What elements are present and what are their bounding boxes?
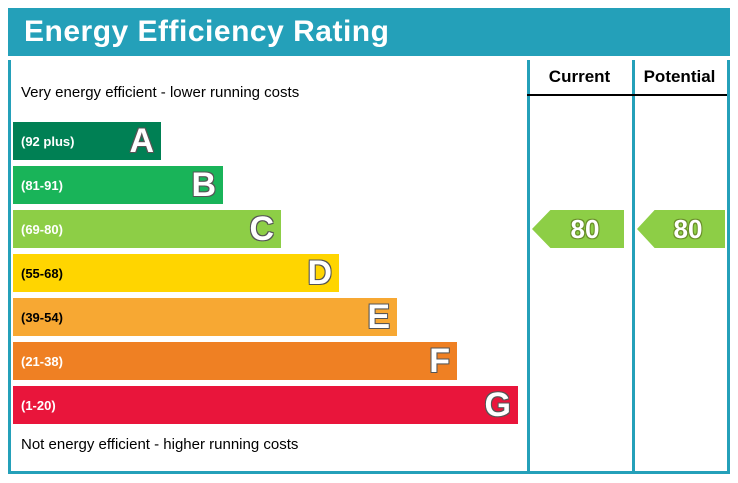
potential-rating-arrow: 80 — [637, 210, 725, 248]
band-b-bar: (81-91) B — [13, 166, 223, 204]
potential-column-divider — [632, 60, 635, 471]
chart-title-bar: Energy Efficiency Rating — [8, 8, 730, 56]
chart-body: Current Potential Very energy efficient … — [8, 60, 730, 474]
band-d-letter: D — [307, 254, 332, 292]
band-g-letter: G — [484, 386, 511, 424]
band-a-bar: (92 plus) A — [13, 122, 161, 160]
chart-title: Energy Efficiency Rating — [24, 15, 390, 48]
band-f-bar: (21-38) F — [13, 342, 457, 380]
current-column-divider — [527, 60, 530, 471]
band-c-range: (69-80) — [21, 221, 63, 237]
band-f-range: (21-38) — [21, 353, 63, 369]
band-e-letter: E — [367, 298, 390, 336]
band-g-bar: (1-20) G — [13, 386, 518, 424]
band-a-letter: A — [129, 122, 154, 160]
column-headers: Current Potential — [527, 60, 727, 96]
band-a-range: (92 plus) — [21, 133, 75, 149]
potential-rating-value: 80 — [673, 213, 703, 244]
band-f-letter: F — [429, 342, 450, 380]
top-note: Very energy efficient - lower running co… — [21, 84, 300, 101]
band-e-bar: (39-54) E — [13, 298, 397, 336]
potential-column-header: Potential — [643, 67, 716, 86]
current-column-header: Current — [548, 67, 611, 86]
band-e-range: (39-54) — [21, 309, 63, 325]
bottom-note: Not energy efficient - higher running co… — [21, 436, 299, 453]
band-c-bar: (69-80) C — [13, 210, 281, 248]
band-b-letter: B — [191, 166, 216, 204]
band-g-range: (1-20) — [21, 397, 56, 413]
band-d-bar: (55-68) D — [13, 254, 339, 292]
current-rating-arrow: 80 — [532, 210, 624, 248]
current-rating-value: 80 — [570, 213, 600, 244]
band-c-letter: C — [249, 210, 274, 248]
band-d-range: (55-68) — [21, 265, 63, 281]
band-b-range: (81-91) — [21, 177, 63, 193]
